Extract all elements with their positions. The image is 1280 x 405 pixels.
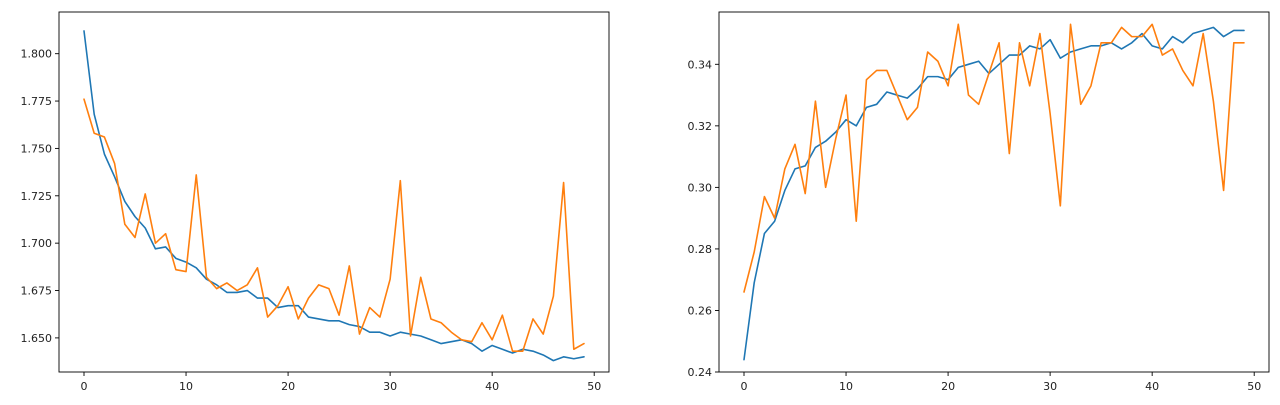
x-tick-label: 40 [485, 380, 499, 393]
y-tick-label: 0.34 [688, 58, 713, 71]
y-tick-label: 1.800 [21, 48, 53, 61]
series-line-2 [743, 23, 1245, 293]
x-tick-label: 0 [741, 380, 748, 393]
x-tick-label: 20 [281, 380, 295, 393]
series-line-1 [743, 26, 1245, 361]
y-tick-label: 0.32 [688, 120, 713, 133]
y-tick-label: 0.24 [688, 366, 713, 379]
y-tick-label: 0.30 [688, 181, 713, 194]
x-tick-label: 10 [179, 380, 193, 393]
x-tick-label: 40 [1145, 380, 1159, 393]
x-tick-label: 10 [839, 380, 853, 393]
chart-loss: 0 10 20 30 40 50 1.650 1.675 1.700 1.725 1.750 1.77… [21, 11, 610, 393]
y-tick-label: 1.725 [21, 190, 53, 203]
y-tick-label: 1.650 [21, 332, 53, 345]
x-tick-label: 30 [1043, 380, 1057, 393]
series-line-1 [83, 30, 585, 362]
x-tick-label: 0 [81, 380, 88, 393]
y-tick-label: 1.700 [21, 237, 53, 250]
y-tick-label: 1.775 [21, 95, 53, 108]
x-tick-label: 50 [587, 380, 601, 393]
y-tick-label: 0.28 [688, 243, 713, 256]
x-tick-label: 30 [383, 380, 397, 393]
y-tick-label: 1.750 [21, 142, 53, 155]
y-tick-label: 1.675 [21, 285, 53, 298]
x-tick-label: 50 [1247, 380, 1261, 393]
y-tick-label: 0.26 [688, 304, 713, 317]
series-line-2 [83, 98, 585, 352]
x-tick-label: 20 [941, 380, 955, 393]
chart-accuracy: 0 10 20 30 40 50 0.24 0.26 0.28 0.30 0.32 0.34 [688, 11, 1270, 393]
axes-frame [58, 11, 610, 373]
axes-frame [718, 11, 1270, 373]
